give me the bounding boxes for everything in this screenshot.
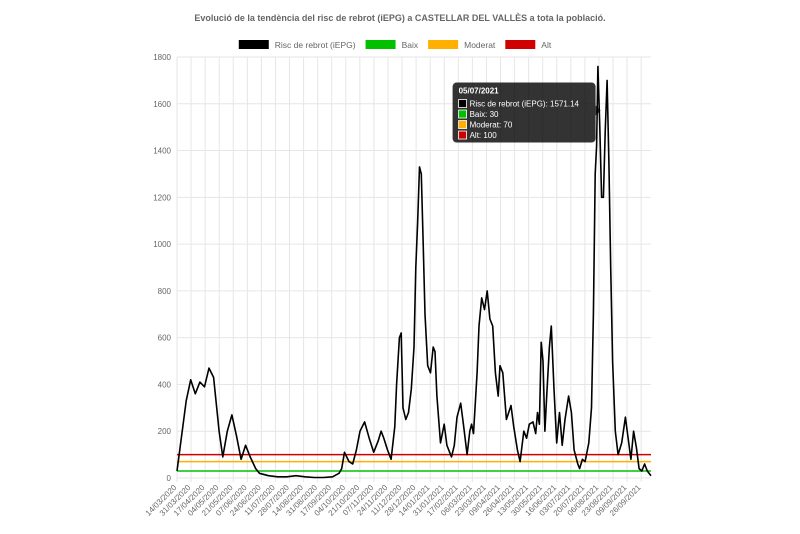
x-axis: 14/03/202031/03/202017/04/202004/05/2020… [144, 483, 643, 518]
tooltip-swatch [458, 120, 467, 129]
tooltip: 05/07/2021 Risc de rebrot (iEPG): 1571.14… [452, 82, 601, 143]
threshold-lines [177, 453, 651, 472]
y-tick-label: 600 [158, 334, 172, 343]
legend-swatch-baix[interactable] [365, 40, 396, 49]
legend: Risc de rebrot (iEPG) Baix Moderat Alt [238, 40, 552, 50]
tooltip-swatch [458, 130, 467, 140]
legend-swatch-moderat[interactable] [428, 40, 459, 49]
y-tick-label: 800 [158, 287, 172, 296]
tooltip-swatch [458, 109, 467, 119]
tooltip-line: Risc de rebrot (iEPG): 1571.14 [470, 100, 580, 109]
series-lines [176, 65, 652, 479]
tooltip-line: Alt: 100 [470, 131, 498, 140]
tooltip-caret [595, 105, 601, 116]
y-tick-label: 1800 [153, 53, 171, 62]
y-tick-label: 1000 [153, 240, 171, 249]
tooltip-line: Moderat: 70 [470, 121, 513, 130]
legend-label-moderat[interactable]: Moderat [464, 40, 496, 50]
y-tick-label: 1600 [153, 100, 171, 109]
y-tick-label: 400 [158, 380, 172, 389]
y-tick-label: 1200 [153, 193, 171, 202]
tooltip-title: 05/07/2021 [459, 87, 500, 96]
legend-swatch-risc-de-rebrot-iepg[interactable] [238, 40, 269, 49]
legend-swatch-alt[interactable] [505, 40, 536, 49]
y-tick-label: 1400 [153, 147, 171, 156]
y-axis: 0 200 400 600 800 1000 1200 1400 1600 1800 [153, 53, 171, 483]
legend-label-baix[interactable]: Baix [402, 40, 419, 50]
legend-label-alt[interactable]: Alt [541, 40, 552, 50]
chart-title: Evolució de la tendència del risc de reb… [194, 13, 605, 23]
y-tick-label: 0 [167, 474, 172, 483]
tooltip-line: Baix: 30 [470, 110, 499, 119]
series-line-risc-de-rebrot [176, 65, 652, 479]
tooltip-swatch [458, 99, 467, 108]
legend-label-risc-de-rebrot-iepg[interactable]: Risc de rebrot (iEPG) [275, 40, 356, 50]
y-tick-label: 200 [158, 427, 172, 436]
tooltip-box [452, 82, 596, 143]
